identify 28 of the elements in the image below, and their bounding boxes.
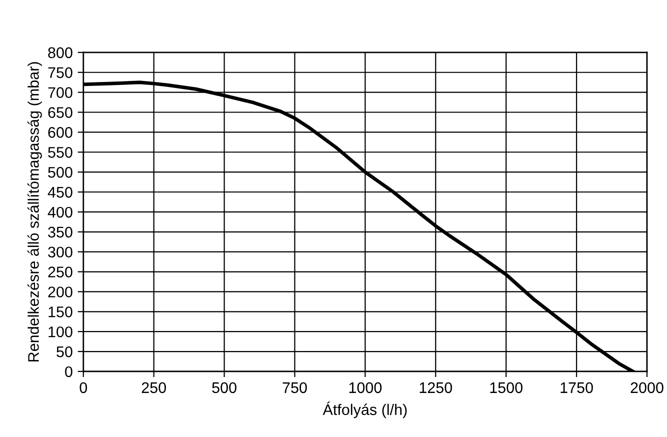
y-tick-label: 0	[65, 366, 72, 378]
x-axis-title: Átfolyás (l/h)	[322, 402, 407, 418]
y-tick-label: 500	[48, 166, 72, 178]
y-tick-label: 250	[48, 266, 72, 278]
x-tick-label: 0	[80, 382, 88, 394]
y-tick-label: 800	[48, 47, 72, 58]
y-tick-label: 400	[48, 206, 72, 218]
y-tick-label: 700	[48, 87, 72, 98]
x-tick-label: 1250	[420, 382, 452, 394]
y-tick-label: 600	[48, 127, 72, 138]
x-tick-label: 1000	[349, 382, 382, 394]
x-tick-label: 1750	[560, 382, 593, 394]
y-tick-label: 200	[48, 286, 72, 298]
x-tick-label: 250	[142, 382, 166, 394]
y-tick-label: 750	[48, 67, 72, 78]
y-tick-label: 450	[48, 186, 72, 198]
y-tick-label: 50	[56, 346, 72, 358]
y-tick-label: 100	[48, 326, 72, 338]
y-tick-label: 350	[48, 226, 72, 238]
x-tick-label: 500	[212, 382, 236, 394]
y-axis-title: Rendelkezésre álló szállítómagasság (mbar)	[27, 62, 42, 362]
x-tick-label: 1500	[490, 382, 522, 394]
x-tick-label: 750	[282, 382, 307, 394]
x-tick-label: 2000	[630, 382, 664, 394]
y-tick-label: 650	[48, 107, 72, 118]
y-tick-label: 550	[48, 147, 72, 158]
y-tick-label: 300	[48, 246, 72, 258]
y-tick-label: 150	[48, 306, 72, 318]
